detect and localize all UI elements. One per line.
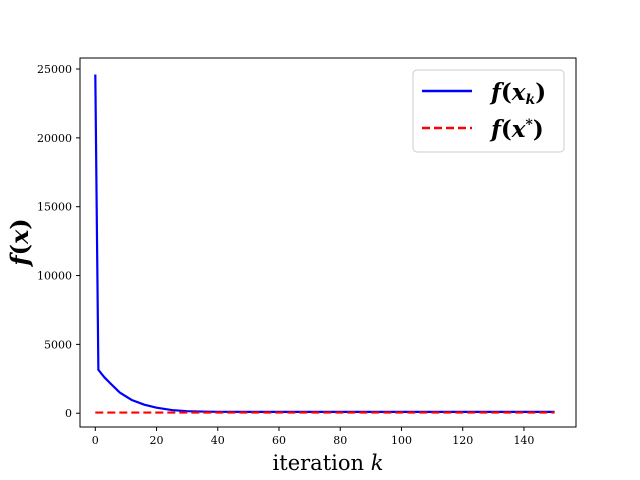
y-tick-label: 15000 [37,201,72,214]
x-tick-label: 140 [513,434,534,447]
y-tick-label: 10000 [37,270,72,283]
y-ticks: 0 5000 10000 15000 20000 25000 [37,63,80,420]
x-tick-label: 100 [391,434,412,447]
y-tick-label: 25000 [37,63,72,76]
x-tick-label: 20 [150,434,164,447]
plot-frame [79,57,577,428]
x-axis-title-var: k [371,451,384,475]
x-tick-label: 40 [211,434,225,447]
legend-label-series-2: f(x*) [489,116,544,143]
x-tick-label: 120 [452,434,473,447]
series-layer [94,74,555,414]
y-tick-label: 5000 [44,338,72,351]
x-axis-title-text: iteration [273,451,364,475]
y-tick-label: 0 [65,407,72,420]
legend: f(xk) f(x*) [412,69,565,153]
legend-label-series-1: f(xk) [489,79,546,108]
x-ticks: 0 20 40 60 80 100 120 140 [92,427,534,447]
x-axis-title: iteration k [273,451,384,475]
x-tick-label: 60 [272,434,286,447]
y-tick-label: 20000 [37,132,72,145]
x-tick-label: 80 [333,434,347,447]
y-axis-title: f(x) [5,218,34,267]
x-tick-label: 0 [92,434,99,447]
